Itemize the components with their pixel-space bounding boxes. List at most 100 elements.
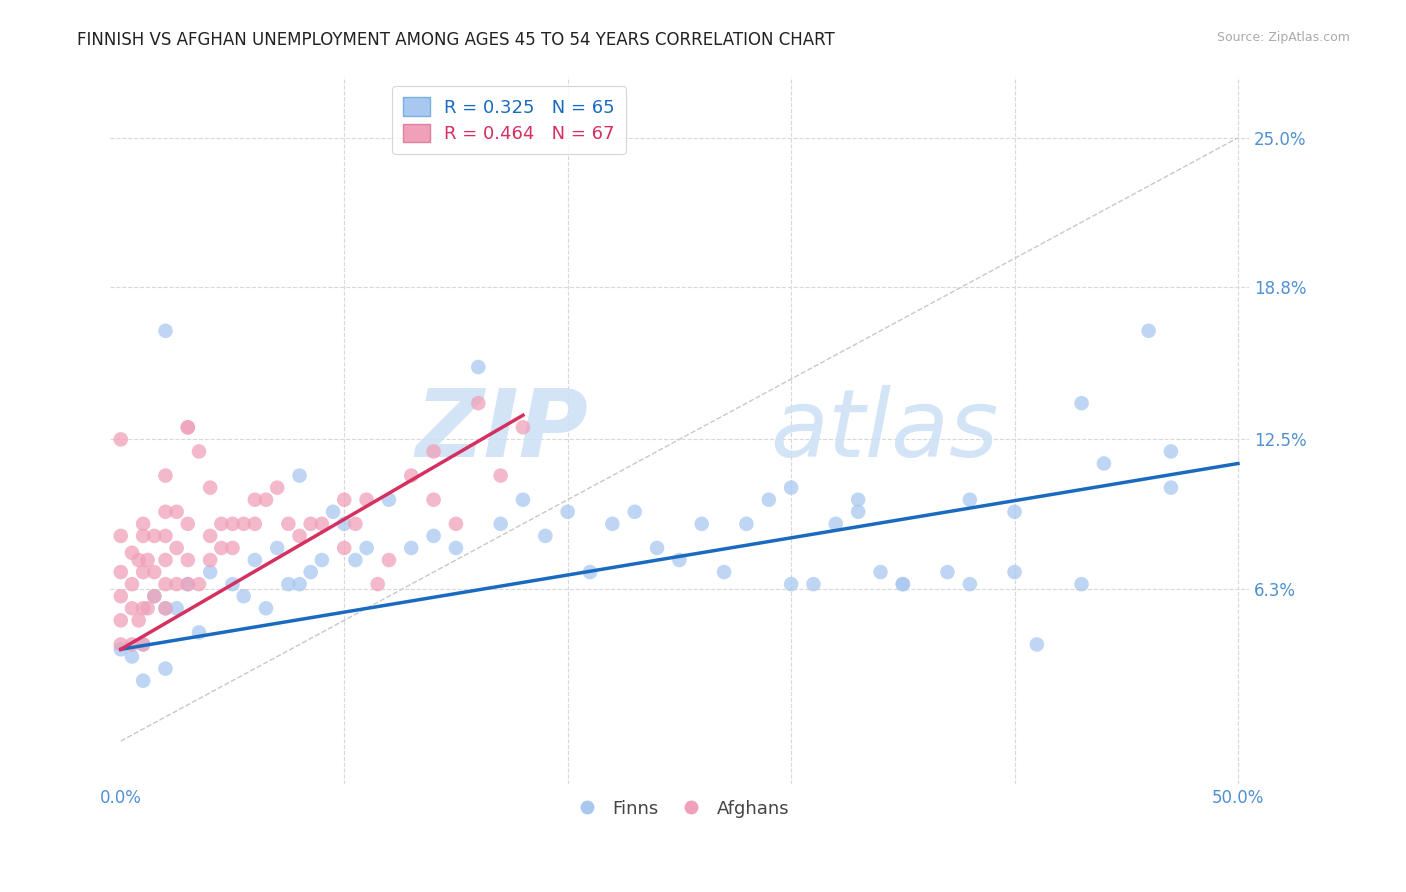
Point	[110, 433, 132, 447]
Point	[110, 565, 132, 579]
Point	[121, 577, 143, 591]
Point	[1070, 577, 1092, 591]
Point	[1004, 565, 1026, 579]
Point	[198, 565, 221, 579]
Point	[311, 516, 333, 531]
Point	[155, 601, 177, 615]
Point	[512, 492, 534, 507]
Point	[110, 589, 132, 603]
Point	[155, 553, 177, 567]
Point	[333, 541, 356, 555]
Point	[221, 516, 243, 531]
Point	[422, 444, 444, 458]
Point	[489, 468, 512, 483]
Point	[299, 516, 322, 531]
Point	[288, 577, 311, 591]
Point	[110, 642, 132, 657]
Point	[356, 492, 378, 507]
Text: atlas: atlas	[770, 385, 998, 476]
Point	[489, 516, 512, 531]
Point	[959, 577, 981, 591]
Point	[254, 492, 277, 507]
Point	[155, 468, 177, 483]
Point	[288, 529, 311, 543]
Point	[143, 589, 166, 603]
Point	[198, 481, 221, 495]
Point	[198, 529, 221, 543]
Point	[121, 546, 143, 560]
Text: FINNISH VS AFGHAN UNEMPLOYMENT AMONG AGES 45 TO 54 YEARS CORRELATION CHART: FINNISH VS AFGHAN UNEMPLOYMENT AMONG AGE…	[77, 31, 835, 49]
Point	[824, 516, 846, 531]
Point	[378, 553, 401, 567]
Point	[959, 492, 981, 507]
Point	[299, 565, 322, 579]
Point	[869, 565, 891, 579]
Point	[155, 324, 177, 338]
Point	[143, 529, 166, 543]
Point	[266, 541, 288, 555]
Point	[668, 553, 690, 567]
Point	[266, 481, 288, 495]
Point	[422, 492, 444, 507]
Point	[209, 541, 232, 555]
Point	[378, 492, 401, 507]
Point	[356, 541, 378, 555]
Point	[132, 673, 155, 688]
Point	[166, 577, 188, 591]
Point	[333, 516, 356, 531]
Point	[110, 638, 132, 652]
Point	[166, 505, 188, 519]
Point	[166, 601, 188, 615]
Point	[177, 420, 200, 434]
Point	[254, 601, 277, 615]
Point	[232, 589, 254, 603]
Point	[132, 638, 155, 652]
Point	[155, 529, 177, 543]
Point	[735, 516, 758, 531]
Point	[444, 541, 467, 555]
Point	[846, 492, 869, 507]
Point	[401, 468, 423, 483]
Point	[891, 577, 914, 591]
Point	[602, 516, 624, 531]
Point	[132, 638, 155, 652]
Point	[344, 553, 367, 567]
Point	[155, 577, 177, 591]
Point	[579, 565, 602, 579]
Point	[121, 638, 143, 652]
Point	[177, 577, 200, 591]
Point	[132, 565, 155, 579]
Point	[221, 577, 243, 591]
Point	[188, 444, 211, 458]
Point	[132, 529, 155, 543]
Point	[311, 553, 333, 567]
Point	[1137, 324, 1160, 338]
Point	[1160, 481, 1182, 495]
Point	[143, 565, 166, 579]
Text: Source: ZipAtlas.com: Source: ZipAtlas.com	[1216, 31, 1350, 45]
Point	[188, 577, 211, 591]
Point	[243, 492, 266, 507]
Point	[177, 553, 200, 567]
Point	[136, 601, 159, 615]
Point	[623, 505, 645, 519]
Point	[155, 662, 177, 676]
Point	[243, 553, 266, 567]
Point	[198, 553, 221, 567]
Point	[1070, 396, 1092, 410]
Point	[780, 481, 803, 495]
Legend: Finns, Afghans: Finns, Afghans	[562, 792, 797, 825]
Point	[690, 516, 713, 531]
Point	[110, 529, 132, 543]
Point	[344, 516, 367, 531]
Point	[110, 613, 132, 627]
Point	[713, 565, 735, 579]
Point	[780, 577, 803, 591]
Point	[444, 516, 467, 531]
Point	[1092, 457, 1115, 471]
Point	[232, 516, 254, 531]
Point	[401, 541, 423, 555]
Point	[367, 577, 389, 591]
Point	[121, 649, 143, 664]
Point	[534, 529, 557, 543]
